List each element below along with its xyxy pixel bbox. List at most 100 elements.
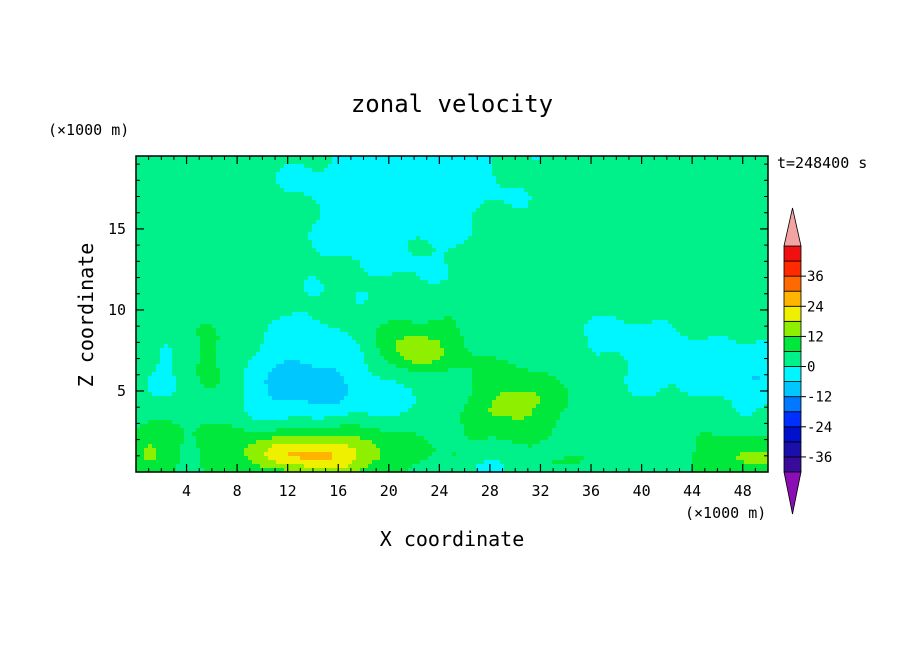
field-cell [748, 160, 752, 164]
field-cell [548, 168, 552, 172]
field-cell [712, 276, 716, 280]
field-cell [640, 228, 644, 232]
field-cell [464, 272, 468, 276]
field-cell [196, 184, 200, 188]
field-cell [716, 172, 720, 176]
field-cell [452, 192, 456, 196]
field-cell [344, 192, 348, 196]
field-cell [440, 276, 444, 280]
field-cell [716, 212, 720, 216]
field-cell [700, 200, 704, 204]
field-cell [220, 236, 224, 240]
field-cell [412, 180, 416, 184]
field-cell [204, 156, 208, 160]
field-cell [340, 256, 344, 260]
field-cell [312, 168, 316, 172]
field-cell [412, 252, 416, 256]
field-cell [756, 268, 760, 272]
field-cell [620, 228, 624, 232]
field-cell [652, 256, 656, 260]
field-cell [672, 272, 676, 276]
field-cell [196, 208, 200, 212]
field-cell [712, 216, 716, 220]
field-cell [256, 228, 260, 232]
field-cell [644, 220, 648, 224]
field-cell [516, 264, 520, 268]
field-cell [176, 256, 180, 260]
field-cell [300, 180, 304, 184]
field-cell [520, 204, 524, 208]
field-cell [720, 208, 724, 212]
field-cell [264, 196, 268, 200]
field-cell [392, 160, 396, 164]
field-cell [524, 180, 528, 184]
field-cell [584, 172, 588, 176]
field-cell [452, 268, 456, 272]
field-cell [372, 184, 376, 188]
field-cell [308, 276, 312, 280]
field-cell [584, 260, 588, 264]
field-cell [756, 156, 760, 160]
field-cell [264, 192, 268, 196]
field-cell [340, 240, 344, 244]
field-cell [532, 276, 536, 280]
field-cell [704, 216, 708, 220]
field-cell [156, 156, 160, 160]
field-cell [668, 224, 672, 228]
field-cell [664, 180, 668, 184]
field-cell [604, 164, 608, 168]
field-cell [148, 192, 152, 196]
field-cell [400, 280, 404, 284]
field-cell [288, 220, 292, 224]
field-cell [572, 156, 576, 160]
field-cell [704, 180, 708, 184]
field-cell [424, 184, 428, 188]
field-cell [604, 168, 608, 172]
field-cell [436, 172, 440, 176]
field-cell [408, 276, 412, 280]
field-cell [748, 256, 752, 260]
field-cell [564, 212, 568, 216]
field-cell [696, 204, 700, 208]
field-cell [748, 260, 752, 264]
field-cell [136, 204, 140, 208]
field-cell [540, 220, 544, 224]
field-cell [544, 192, 548, 196]
field-cell [516, 204, 520, 208]
field-cell [232, 264, 236, 268]
field-cell [524, 228, 528, 232]
field-cell [416, 236, 420, 240]
field-cell [480, 256, 484, 260]
field-cell [604, 200, 608, 204]
field-cell [656, 244, 660, 248]
field-cell [632, 240, 636, 244]
field-cell [184, 196, 188, 200]
field-cell [500, 172, 504, 176]
field-cell [584, 240, 588, 244]
field-cell [632, 268, 636, 272]
field-cell [448, 204, 452, 208]
field-cell [760, 212, 764, 216]
field-cell [512, 172, 516, 176]
field-cell [500, 244, 504, 248]
field-cell [664, 172, 668, 176]
field-cell [192, 268, 196, 272]
field-cell [404, 272, 408, 276]
field-cell [764, 252, 768, 256]
field-cell [488, 240, 492, 244]
field-cell [596, 272, 600, 276]
field-cell [284, 208, 288, 212]
field-cell [180, 256, 184, 260]
field-cell [700, 232, 704, 236]
field-cell [724, 208, 728, 212]
field-cell [760, 204, 764, 208]
field-cell [564, 252, 568, 256]
field-cell [644, 244, 648, 248]
field-cell [400, 248, 404, 252]
field-cell [492, 252, 496, 256]
field-cell [292, 256, 296, 260]
field-cell [296, 160, 300, 164]
field-cell [584, 256, 588, 260]
field-cell [312, 276, 316, 280]
field-cell [440, 220, 444, 224]
